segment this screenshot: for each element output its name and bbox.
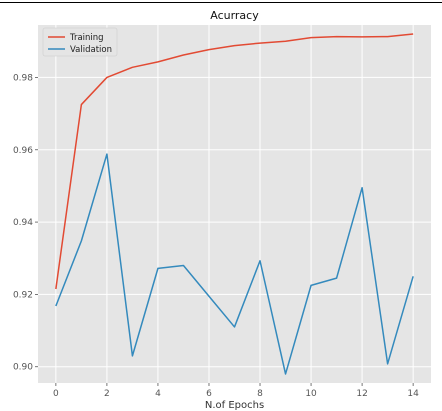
y-tick-label: 0.90 bbox=[13, 363, 33, 373]
chart-title: Acurracy bbox=[210, 9, 259, 22]
top-border bbox=[0, 2, 442, 3]
grid-lines bbox=[38, 25, 431, 383]
y-axis-ticks: 0.90 0.92 0.94 0.96 0.98 bbox=[13, 73, 38, 373]
series-line-validation bbox=[55, 153, 414, 375]
y-tick-label: 0.94 bbox=[13, 218, 33, 228]
x-tick-label: 4 bbox=[155, 389, 161, 399]
legend: Training Validation bbox=[42, 27, 118, 57]
series-line-training bbox=[55, 33, 414, 290]
x-axis-title: N.of Epochs bbox=[205, 400, 264, 411]
y-tick-label: 0.96 bbox=[13, 146, 33, 156]
x-tick-label: 2 bbox=[104, 389, 110, 399]
y-tick-label: 0.92 bbox=[13, 290, 33, 300]
legend-label-validation: Validation bbox=[70, 45, 112, 55]
x-tick-label: 0 bbox=[53, 389, 59, 399]
x-tick-label: 8 bbox=[257, 389, 263, 399]
x-tick-label: 12 bbox=[356, 389, 367, 399]
x-axis-ticks: 0 2 4 6 8 10 12 14 bbox=[53, 383, 419, 399]
x-tick-label: 14 bbox=[407, 389, 419, 399]
x-tick-label: 6 bbox=[206, 389, 212, 399]
plot-area bbox=[38, 25, 431, 383]
x-tick-label: 10 bbox=[305, 389, 317, 399]
legend-label-training: Training bbox=[69, 33, 104, 43]
series-layer bbox=[55, 33, 414, 375]
y-tick-label: 0.98 bbox=[13, 73, 33, 83]
